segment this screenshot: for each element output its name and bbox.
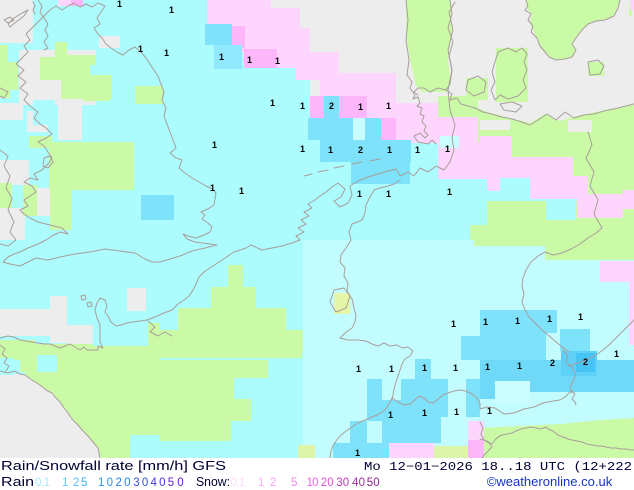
svg-text:1: 1 <box>355 448 360 458</box>
svg-text:Snow:: Snow: <box>196 474 230 489</box>
svg-text:1: 1 <box>447 187 452 197</box>
svg-text:1: 1 <box>483 317 488 327</box>
svg-text:1: 1 <box>212 140 217 150</box>
svg-text:1: 1 <box>515 316 520 326</box>
svg-text:1: 1 <box>258 477 264 489</box>
svg-text:1: 1 <box>422 363 427 373</box>
svg-text:Rain/Snowfall rate [mm/h] GFS: Rain/Snowfall rate [mm/h] GFS <box>1 458 226 473</box>
svg-text:2: 2 <box>329 101 334 111</box>
svg-text:1: 1 <box>164 48 169 58</box>
svg-text:Rain: Rain <box>1 474 34 489</box>
svg-text:1: 1 <box>117 0 122 9</box>
svg-text:1: 1 <box>386 189 391 199</box>
svg-text:1: 1 <box>210 183 215 193</box>
svg-text:1: 1 <box>415 145 420 155</box>
svg-text:20: 20 <box>321 477 334 489</box>
svg-text:1: 1 <box>219 52 224 62</box>
svg-text:1: 1 <box>138 44 143 54</box>
svg-text:2: 2 <box>358 145 363 155</box>
svg-text:Mo 12−01−2026 18..18 UTC (12+2: Mo 12−01−2026 18..18 UTC (12+222 <box>364 460 632 474</box>
svg-text:5: 5 <box>291 477 297 489</box>
svg-text:1: 1 <box>517 361 522 371</box>
svg-text:1: 1 <box>451 319 456 329</box>
svg-text:50: 50 <box>367 477 380 489</box>
svg-text:1: 1 <box>358 102 363 112</box>
svg-text:1: 1 <box>578 312 583 322</box>
svg-text:1: 1 <box>389 364 394 374</box>
svg-text:1: 1 <box>239 186 244 196</box>
svg-text:1: 1 <box>356 364 361 374</box>
svg-text:1: 1 <box>547 314 552 324</box>
svg-text:10: 10 <box>307 477 319 489</box>
svg-text:1: 1 <box>328 145 333 155</box>
svg-text:1: 1 <box>454 407 459 417</box>
svg-text:1: 1 <box>247 55 252 65</box>
svg-text:2: 2 <box>73 477 79 489</box>
svg-text:1: 1 <box>388 410 393 420</box>
svg-text:1: 1 <box>422 408 427 418</box>
svg-text:1: 1 <box>485 362 490 372</box>
svg-text:1: 1 <box>300 101 305 111</box>
svg-text:2: 2 <box>550 358 555 368</box>
svg-text:1: 1 <box>357 189 362 199</box>
svg-text:2: 2 <box>270 477 276 489</box>
svg-text:1: 1 <box>487 406 492 416</box>
svg-text:30: 30 <box>336 477 349 489</box>
svg-text:5: 5 <box>81 477 87 489</box>
svg-text:1: 1 <box>445 144 450 154</box>
svg-text:1: 1 <box>387 145 392 155</box>
svg-text:©weatheronline.co.uk: ©weatheronline.co.uk <box>487 475 613 489</box>
svg-text:0.1: 0.1 <box>35 477 50 489</box>
svg-text:2: 2 <box>583 357 588 367</box>
svg-text:1: 1 <box>62 477 68 489</box>
svg-text:1: 1 <box>270 98 275 108</box>
svg-text:0.1: 0.1 <box>231 477 246 489</box>
svg-text:1: 1 <box>169 5 174 15</box>
svg-text:1: 1 <box>275 56 280 66</box>
svg-text:1: 1 <box>614 349 619 359</box>
svg-text:1: 1 <box>386 101 391 111</box>
svg-text:1: 1 <box>300 144 305 154</box>
svg-text:1: 1 <box>453 363 458 373</box>
svg-text:40: 40 <box>352 477 365 489</box>
